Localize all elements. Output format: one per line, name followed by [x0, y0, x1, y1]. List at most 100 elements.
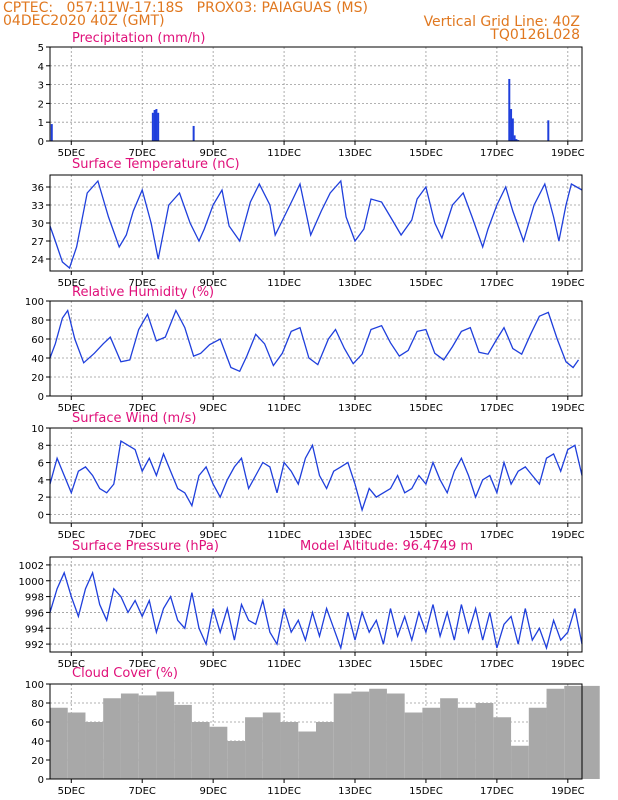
y-tick-label: 100: [25, 680, 44, 691]
x-tick-label: 7DEC: [129, 530, 156, 541]
y-tick-label: 100: [25, 297, 44, 308]
chart-panel-4: 0 2 4 6 8 10 5DEC 7DEC 9DEC 11DEC 13DEC 15DEC 17DEC 1…: [31, 411, 584, 541]
plot-frame: [49, 556, 583, 653]
x-tick-label: 9DEC: [199, 278, 226, 289]
precip-bar: [508, 78, 511, 141]
cloud-bar: [245, 717, 263, 779]
x-tick-label: 7DEC: [129, 148, 156, 159]
y-tick-label: 996: [25, 608, 44, 619]
x-tick-label: 17DEC: [480, 530, 514, 541]
cloud-bar: [67, 712, 86, 779]
panel-title: Surface Temperature (nC): [72, 157, 240, 172]
y-tick-label: 992: [25, 640, 44, 651]
plot-frame: [49, 427, 583, 524]
y-tick-label: 60: [31, 718, 44, 729]
panel-title: Precipitation (mm/h): [72, 31, 205, 46]
cloud-bar: [138, 695, 157, 779]
x-tick-label: 13DEC: [338, 659, 372, 670]
precip-bar: [511, 118, 514, 141]
x-tick-label: 15DEC: [409, 530, 443, 541]
y-tick-label: 0: [38, 392, 44, 403]
precip-bar: [157, 112, 160, 141]
cloud-bar: [369, 688, 387, 779]
x-tick-label: 11DEC: [267, 659, 301, 670]
chart-panel-6: 0 20 40 60 80 100 5DEC 7DEC 9DEC 11DEC 13DEC 15DEC 1…: [25, 666, 600, 797]
x-tick-label: 15DEC: [409, 148, 443, 159]
x-tick-label: 15DEC: [409, 786, 443, 797]
cloud-bar: [191, 722, 210, 779]
cloud-bar: [103, 698, 121, 779]
panel-title: Relative Humidity (%): [72, 285, 214, 300]
y-tick-label: 994: [25, 624, 44, 635]
cloud-bar: [262, 712, 281, 779]
cloud-bar: [457, 707, 476, 779]
y-tick-label: 40: [31, 737, 44, 748]
cloud-bar: [227, 741, 246, 779]
cloud-bar: [546, 688, 565, 779]
series-line: [49, 308, 580, 373]
plot-frame: [49, 683, 583, 780]
precip-bar: [192, 125, 195, 141]
y-tick-label: 0: [38, 775, 44, 786]
cloud-bar: [404, 712, 423, 779]
x-tick-label: 11DEC: [267, 786, 301, 797]
header-station: CPTEC: 057:11W-17:18S PROX03: PAIAGUAS (…: [3, 0, 368, 16]
cloud-bar: [85, 722, 104, 779]
y-tick-label: 4: [38, 476, 44, 487]
cloud-bar: [564, 685, 582, 779]
y-tick-label: 4: [38, 62, 44, 73]
y-tick-label: 1: [38, 118, 44, 129]
x-tick-label: 13DEC: [338, 403, 372, 414]
x-tick-label: 19DEC: [551, 403, 585, 414]
cloud-bar: [582, 685, 600, 779]
precip-bar: [513, 135, 516, 141]
y-tick-label: 2: [38, 493, 44, 504]
x-tick-label: 5DEC: [58, 148, 85, 159]
cloud-bar: [298, 731, 316, 779]
x-tick-label: 5DEC: [58, 659, 85, 670]
y-tick-label: 3: [38, 81, 44, 92]
cloud-bar: [511, 745, 529, 779]
x-tick-label: 5DEC: [58, 278, 85, 289]
cloud-bar: [120, 693, 139, 779]
x-tick-label: 19DEC: [551, 148, 585, 159]
y-tick-label: 1002: [19, 561, 44, 572]
panel-title: Cloud Cover (%): [72, 666, 178, 681]
header-model-id: TQ0126L028: [490, 27, 580, 43]
precip-bar: [155, 109, 158, 141]
cloud-bar: [493, 717, 512, 779]
x-tick-label: 17DEC: [480, 659, 514, 670]
precip-bar: [153, 109, 156, 141]
x-tick-label: 9DEC: [199, 403, 226, 414]
x-tick-label: 19DEC: [551, 659, 585, 670]
series-line: [49, 439, 583, 513]
plot-frame: [49, 46, 583, 142]
cloud-bar: [333, 693, 352, 779]
x-tick-label: 19DEC: [551, 278, 585, 289]
panel-title: Surface Pressure (hPa): [72, 539, 219, 554]
y-tick-label: 0: [38, 510, 44, 521]
y-tick-label: 5: [38, 43, 44, 54]
cloud-bar: [475, 703, 494, 779]
x-tick-label: 17DEC: [480, 148, 514, 159]
x-tick-label: 19DEC: [551, 786, 585, 797]
x-tick-label: 13DEC: [338, 148, 372, 159]
x-tick-label: 9DEC: [199, 148, 226, 159]
chart-panel-1: 0 1 2 3 4 5 5DEC 7DEC 9DEC 11DEC 13DEC 15DEC 17DEC 19…: [38, 31, 585, 159]
x-tick-label: 11DEC: [267, 530, 301, 541]
cloud-bar: [351, 691, 370, 779]
y-tick-label: 80: [31, 316, 44, 327]
cloud-bar: [316, 722, 334, 779]
panel-title: Surface Wind (m/s): [72, 411, 196, 426]
x-tick-label: 11DEC: [267, 403, 301, 414]
x-tick-label: 5DEC: [58, 786, 85, 797]
x-tick-label: 13DEC: [338, 278, 372, 289]
chart-panel-5: 992 994 996 998 1000 1002 5DEC 7DEC 9DEC 11DEC 13D…: [19, 539, 585, 670]
y-tick-label: 2: [38, 99, 44, 110]
cloud-bar: [50, 707, 68, 779]
x-tick-label: 17DEC: [480, 786, 514, 797]
precip-bar: [50, 124, 53, 141]
x-tick-label: 7DEC: [129, 278, 156, 289]
x-tick-label: 11DEC: [267, 148, 301, 159]
